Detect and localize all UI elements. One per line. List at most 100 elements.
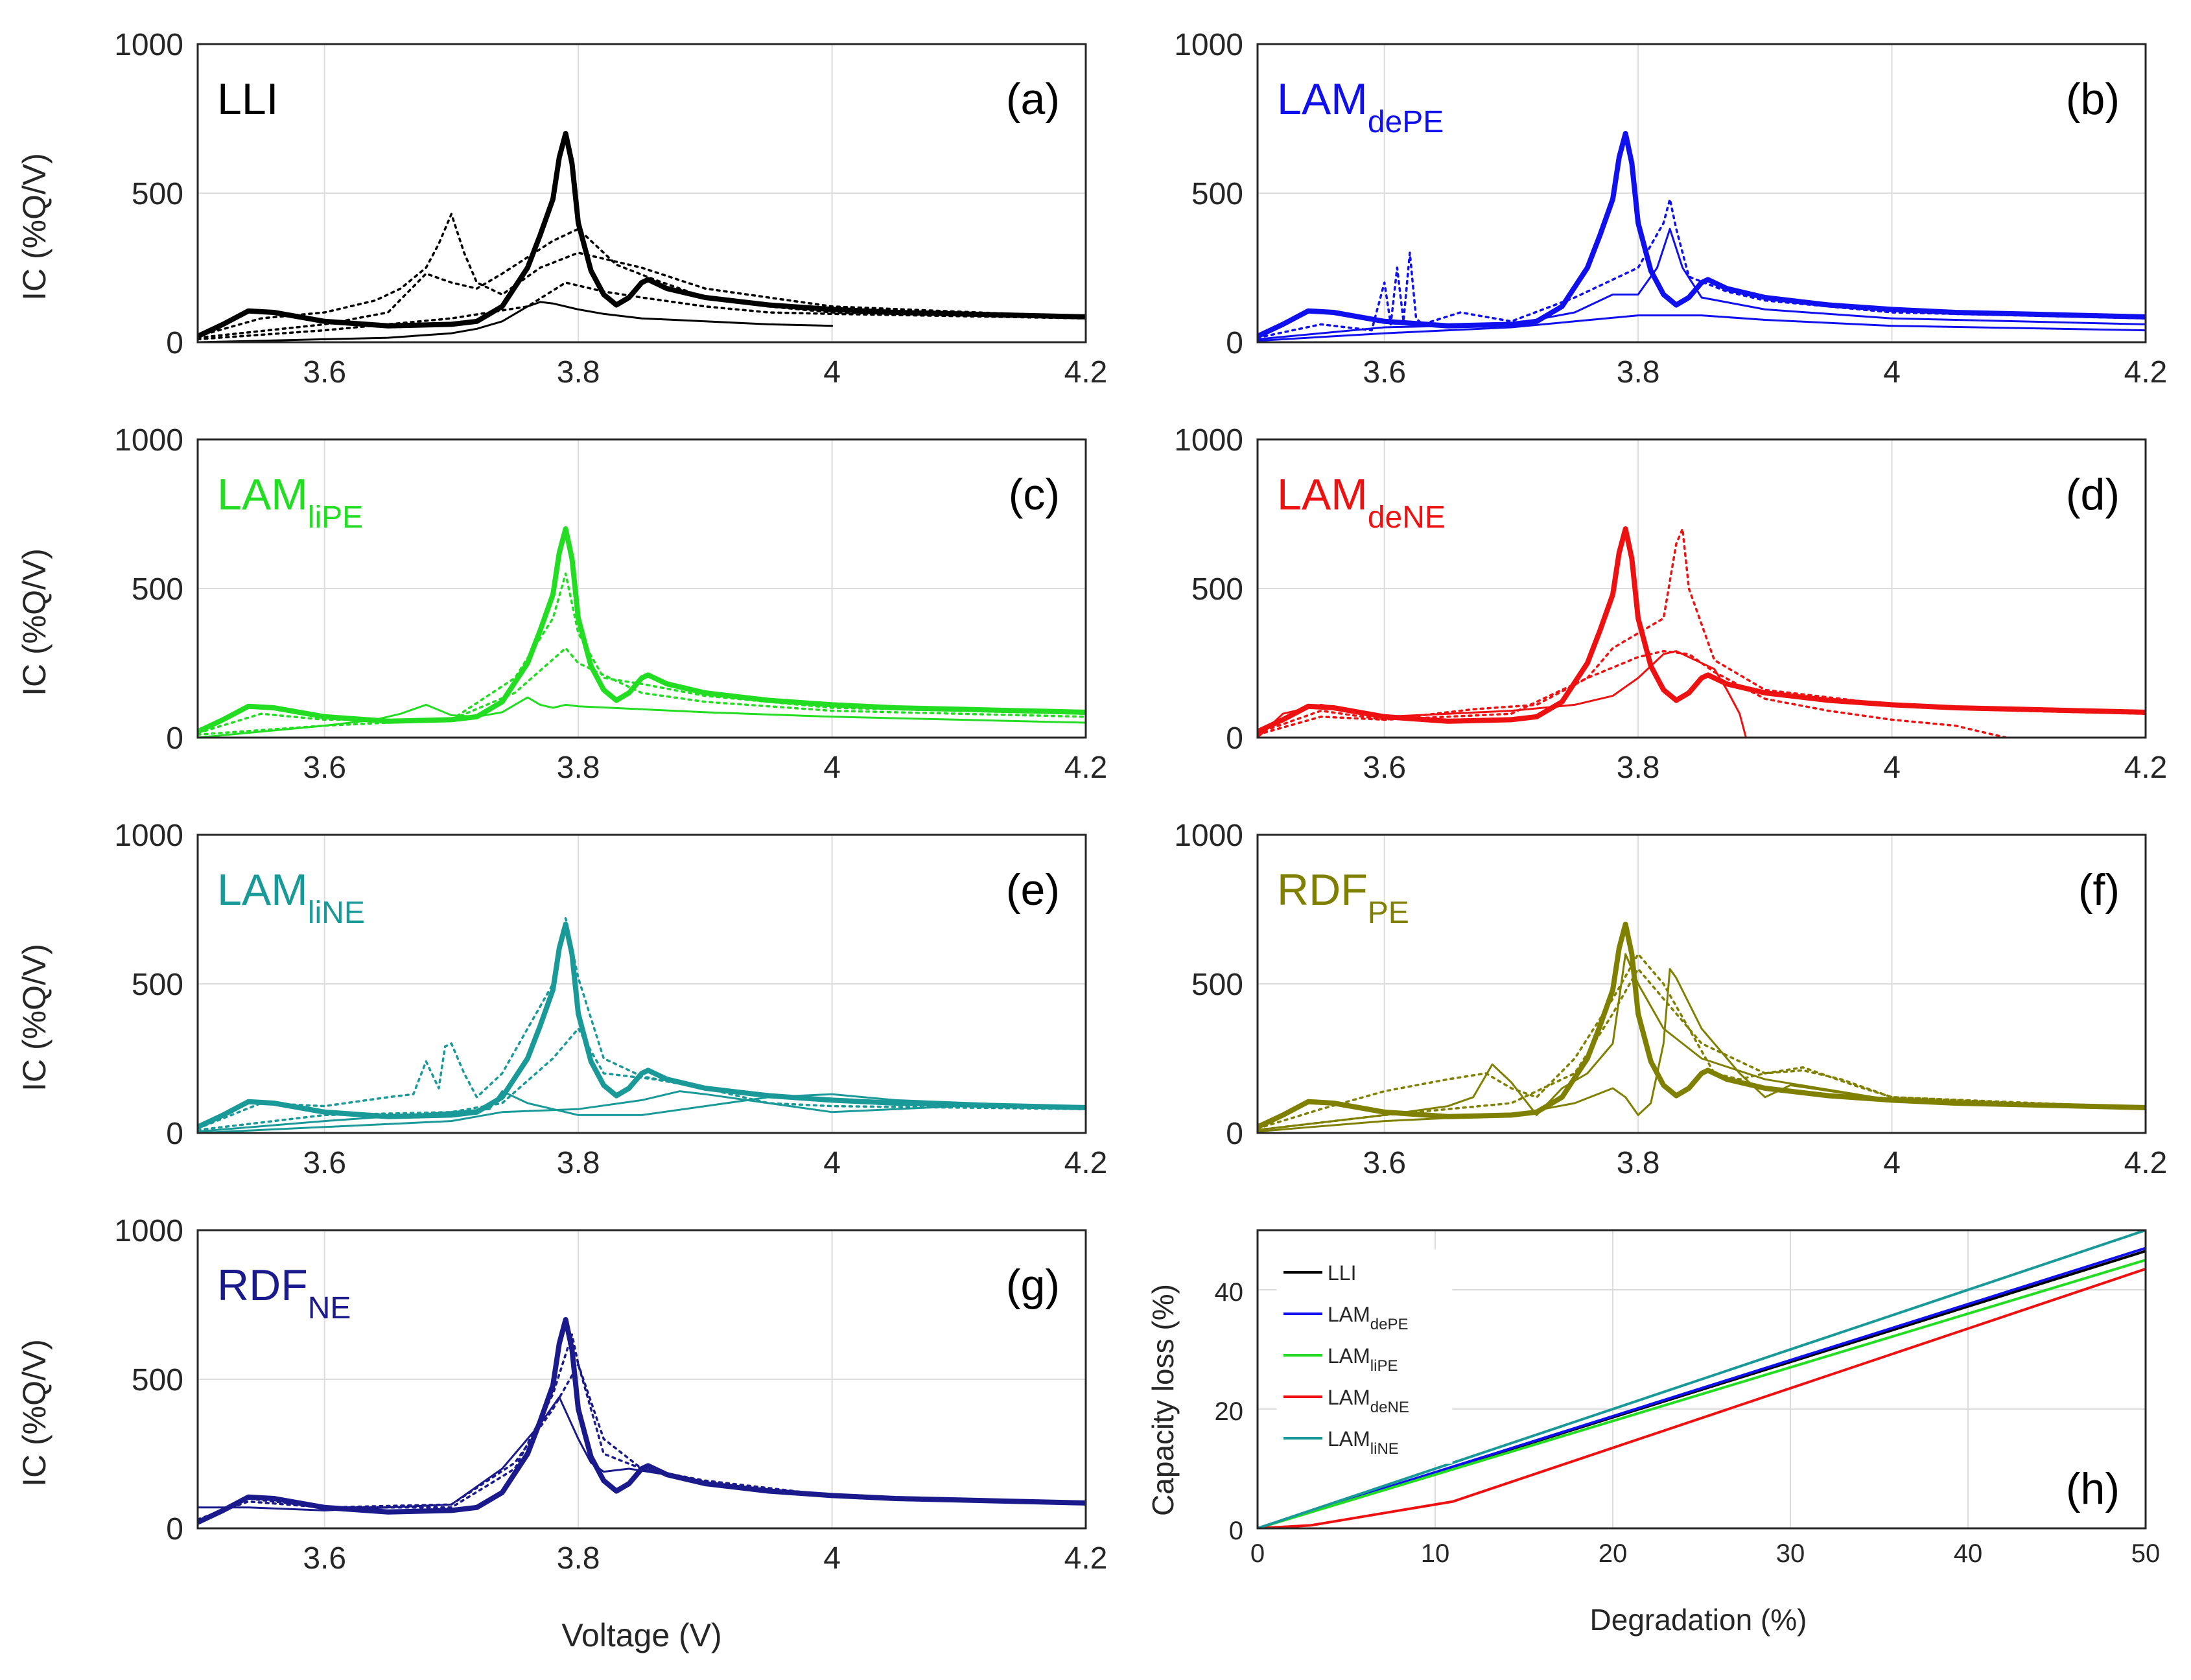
panel-a: 3.6 3.8 4 4.2 0 500 1000 (a) LLI <box>114 28 1107 390</box>
panel-label: LAMdePE <box>1277 75 1444 139</box>
panel-label: RDFNE <box>217 1261 351 1325</box>
series-line-reference <box>1258 526 2146 734</box>
panel-g: 3.6 3.8 4 4.2 0 500 1000 (g) RDFNE <box>114 1214 1107 1576</box>
x-tick-label: 4.2 <box>2124 355 2168 390</box>
x-tick-label: 4.2 <box>2124 751 2168 785</box>
panel-d: 3.6 3.8 4 4.2 0 500 1000 (d) LAMdeNE <box>1174 423 2167 785</box>
series-line-reference <box>1258 131 2146 339</box>
panel-label-sub: deNE <box>1368 500 1446 535</box>
series-line-degraded-1 <box>198 1333 1086 1524</box>
series-line-degraded-1 <box>198 213 1086 338</box>
axes-frame <box>196 438 1087 739</box>
series-line-degraded-1 <box>198 917 1086 1130</box>
panel-e: 3.6 3.8 4 4.2 0 500 1000 (e) LAMliNE <box>114 819 1107 1180</box>
series-line-most-degraded <box>1258 650 1747 738</box>
legend-label-sub: dePE <box>1370 1316 1409 1333</box>
series-line-degraded-2 <box>1258 649 2008 738</box>
series-line-degraded-2 <box>198 647 1086 736</box>
panel-letter: (g) <box>1006 1261 1060 1310</box>
series-line-reference <box>1258 922 2146 1130</box>
panel-label-main: LAM <box>217 865 308 915</box>
x-tick-label: 10 <box>1421 1539 1450 1568</box>
y-tick-label: 500 <box>1191 177 1243 211</box>
x-tick-label: 4 <box>823 1146 841 1180</box>
series-line-degraded-2 <box>198 228 1086 339</box>
legend-label-sub: deNE <box>1370 1399 1409 1416</box>
series-line-LAMliNE <box>1258 1230 2146 1528</box>
panel-label-sub: NE <box>308 1291 351 1325</box>
x-tick-label: 3.6 <box>303 355 346 390</box>
series-line-most-degraded <box>198 301 834 342</box>
panel-label-main: LLI <box>217 75 279 124</box>
x-tick-label: 4 <box>1883 751 1901 785</box>
y-tick-label: 1000 <box>114 28 183 62</box>
axes-frame <box>1256 43 2147 344</box>
y-tick-label: 1000 <box>1174 28 1243 62</box>
x-tick-label: 4.2 <box>1064 751 1108 785</box>
ylabel-left: IC (%Q/V) <box>16 153 53 301</box>
axes-frame <box>1256 1229 2147 1530</box>
x-tick-label: 3.8 <box>557 355 600 390</box>
panel-letter: (b) <box>2066 75 2120 124</box>
y-tick-label: 0 <box>166 721 183 756</box>
x-tick-label: 40 <box>1954 1539 1983 1568</box>
panel-label-main: LAM <box>217 470 308 519</box>
x-tick-label: 4 <box>1883 355 1901 390</box>
y-tick-label: 40 <box>1215 1278 1244 1307</box>
axes-frame <box>1256 834 2147 1134</box>
panel-letter: (h) <box>2066 1464 2120 1513</box>
panel-letter: (c) <box>1009 470 1060 519</box>
y-tick-label: 500 <box>1191 572 1243 607</box>
series-line-most-degraded <box>198 1090 1086 1133</box>
xlabel-degradation: Degradation (%) <box>1590 1603 1807 1637</box>
series-line-most-degraded <box>1258 968 2146 1133</box>
series-line-LAMliPE <box>1258 1259 2146 1528</box>
ylabel-left: IC (%Q/V) <box>16 1339 53 1487</box>
x-tick-label: 4 <box>823 1541 841 1576</box>
x-tick-label: 4 <box>1883 1146 1901 1180</box>
panel-label: LAMdeNE <box>1277 470 1446 535</box>
y-tick-label: 500 <box>132 177 183 211</box>
panel-label-main: LAM <box>1277 75 1368 124</box>
series-line-degraded-1 <box>1258 953 2146 1130</box>
y-tick-label: 1000 <box>114 423 183 458</box>
x-tick-label: 3.6 <box>303 1541 346 1576</box>
x-tick-label: 3.6 <box>1363 751 1406 785</box>
x-tick-label: 20 <box>1599 1539 1628 1568</box>
ylabel-left: IC (%Q/V) <box>16 548 53 696</box>
legend-label: LAMliPE <box>1328 1344 1398 1375</box>
y-tick-label: 0 <box>166 1117 183 1151</box>
y-tick-label: 0 <box>1226 1117 1243 1151</box>
x-tick-label: 4.2 <box>2124 1146 2168 1180</box>
y-tick-label: 1000 <box>114 1214 183 1248</box>
panel-letter: (d) <box>2066 470 2120 519</box>
x-tick-label: 4.2 <box>1064 355 1108 390</box>
panel-label: LLI <box>217 75 279 124</box>
x-tick-label: 3.8 <box>557 751 600 785</box>
legend-label-main: LAM <box>1328 1427 1370 1451</box>
legend-label: LAMdePE <box>1328 1303 1409 1333</box>
series-line-degraded-3 <box>198 281 1086 341</box>
y-tick-label: 1000 <box>1174 819 1243 853</box>
series-line-degraded-2 <box>198 1363 1086 1521</box>
panel-b: 3.6 3.8 4 4.2 0 500 1000 (b) LAMdePE <box>1174 28 2167 390</box>
series-line-LAMdePE <box>1258 1246 2146 1528</box>
x-tick-label: 3.8 <box>557 1541 600 1576</box>
series-line-degraded-3 <box>198 1090 1086 1133</box>
y-tick-label: 500 <box>132 572 183 607</box>
y-tick-label: 500 <box>1191 968 1243 1002</box>
y-tick-label: 0 <box>1226 721 1243 756</box>
legend-label-sub: liNE <box>1370 1440 1399 1458</box>
xlabel-voltage: Voltage (V) <box>561 1617 721 1653</box>
panel-letter: (e) <box>1006 865 1060 915</box>
x-tick-label: 3.8 <box>1617 751 1660 785</box>
x-tick-label: 0 <box>1250 1539 1265 1568</box>
x-tick-label: 4.2 <box>1064 1541 1108 1576</box>
panel-label-sub: PE <box>1368 896 1409 930</box>
x-tick-label: 30 <box>1776 1539 1805 1568</box>
legend-label-main: LAM <box>1328 1344 1370 1368</box>
x-tick-label: 3.8 <box>1617 355 1660 390</box>
y-tick-label: 20 <box>1215 1397 1244 1426</box>
legend-label-sub: liPE <box>1370 1357 1398 1375</box>
x-tick-label: 4 <box>823 355 841 390</box>
